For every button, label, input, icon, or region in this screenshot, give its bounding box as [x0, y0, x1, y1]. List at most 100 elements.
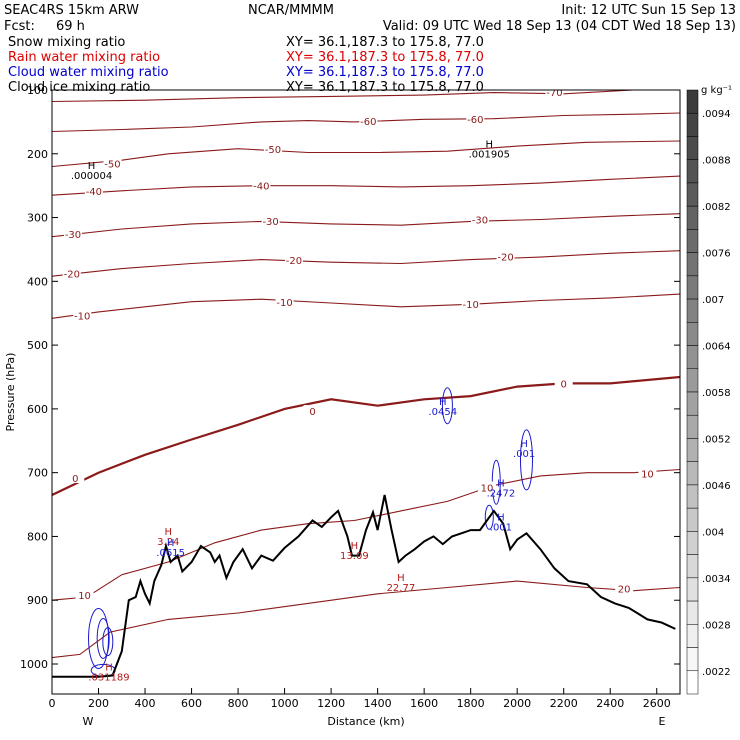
contour-label-bg: [496, 250, 515, 262]
x-tick-label: 1800: [457, 697, 485, 710]
contour-label-bg: [638, 467, 657, 479]
colorbar-swatch: [686, 89, 699, 114]
x-tick-label: 400: [135, 697, 156, 710]
colorbar-label: .0058: [702, 388, 731, 399]
extremum-value: 13.09: [340, 551, 369, 562]
colorbar-unit: g kg⁻¹: [701, 85, 732, 96]
contour-label: 10: [641, 470, 654, 481]
temperature-contour: [52, 468, 680, 601]
colorbar-swatch: [686, 136, 699, 160]
x-tick-label: 1400: [364, 697, 392, 710]
model-title: SEAC4RS 15km ARW: [4, 3, 139, 18]
cloud-water-contour: [102, 627, 114, 657]
temperature-contour: [52, 112, 680, 133]
y-tick-label: 700: [27, 467, 48, 480]
contour-label: -30: [65, 230, 81, 241]
contour-label-bg: [62, 267, 81, 279]
plot-area: -50 -40 -30 -20 -10 -60 -60 -70 -50 -40 -30 -20 -10 -…: [51, 88, 681, 695]
extremum-marker: H: [497, 479, 505, 490]
contour-label: 0: [72, 474, 78, 485]
contour-label: 10: [481, 484, 494, 495]
extremum-marker: H: [105, 662, 113, 673]
colorbar-label: .007: [702, 295, 724, 306]
colorbar-swatch: [686, 507, 699, 532]
colorbar-swatch: [686, 484, 699, 509]
contour-label: 0: [561, 380, 567, 391]
x-tick-label: 1600: [410, 697, 438, 710]
contour-label-bg: [284, 253, 303, 265]
colorbar-label: .0094: [702, 109, 731, 120]
contour-label: -60: [360, 117, 376, 128]
fcst-label: Fcst:: [4, 19, 35, 34]
colorbar-label: .0046: [702, 481, 731, 492]
field-xy: XY= 36.1,187.3 to 175.8, 77.0: [286, 80, 484, 95]
x-tick-label: 800: [228, 697, 249, 710]
contour-label: -20: [286, 256, 302, 267]
y-tick-label: 300: [27, 212, 48, 225]
x-axis-label: Distance (km): [327, 715, 404, 728]
colorbar-label: .0052: [702, 434, 731, 445]
contour-label: -30: [262, 217, 278, 228]
contour-label-bg: [63, 227, 82, 239]
contour-label: -50: [104, 160, 120, 171]
contour-label: -20: [497, 253, 513, 264]
y-tick-label: 600: [27, 403, 48, 416]
colorbar-swatch: [686, 670, 699, 695]
colorbar-label: .0082: [702, 202, 731, 213]
field-xy: XY= 36.1,187.3 to 175.8, 77.0: [286, 35, 484, 50]
extremum-marker: H: [88, 161, 96, 172]
extremum-marker: H: [167, 538, 175, 549]
y-tick-label: 800: [27, 530, 48, 543]
contour-label: -30: [472, 216, 488, 227]
contour-label-bg: [477, 481, 496, 493]
x-tick-label: 2000: [503, 697, 531, 710]
contour-label-bg: [75, 588, 94, 600]
colorbar-swatch: [686, 275, 699, 300]
y-tick-label: 100: [27, 84, 48, 97]
field-name: Snow mixing ratio: [8, 35, 125, 50]
plot-frame: [51, 89, 681, 695]
colorbar-swatch: [686, 438, 699, 462]
terrain-line: [52, 494, 676, 678]
colorbar-swatch: [686, 391, 699, 416]
left-end-label: W: [83, 715, 94, 728]
colorbar-label: .0064: [702, 342, 731, 353]
colorbar-swatch: [686, 205, 699, 230]
extremum-value: .031189: [88, 672, 129, 683]
x-tick-label: 2600: [643, 697, 671, 710]
fcst-value: 69 h: [56, 19, 85, 34]
field-xy: XY= 36.1,187.3 to 175.8, 77.0: [286, 50, 484, 65]
field-xy: XY= 36.1,187.3 to 175.8, 77.0: [286, 65, 484, 80]
colorbar-swatch: [686, 112, 699, 137]
contour-label-bg: [466, 112, 485, 124]
x-tick-label: 2200: [550, 697, 578, 710]
contour-label: -10: [74, 311, 90, 322]
extremum-marker: H: [497, 513, 505, 524]
contour-label-bg: [263, 142, 282, 154]
contour-label: -10: [462, 300, 478, 311]
valid-time: Valid: 09 UTC Wed 18 Sep 13 (04 CDT Wed …: [383, 19, 736, 34]
extremum-value: .0615: [156, 548, 185, 559]
colorbar-swatch: [686, 554, 699, 579]
colorbar-swatch: [686, 461, 699, 486]
contour-label-bg: [84, 185, 103, 197]
contour-label: -40: [253, 181, 269, 192]
extremum-value: .001: [513, 449, 535, 460]
contour-label: -70: [546, 88, 562, 99]
extremum-marker: H: [397, 573, 405, 584]
extremum-marker: H: [439, 397, 447, 408]
colorbar-label: .004: [702, 527, 724, 538]
field-name: Cloud water mixing ratio: [8, 65, 169, 80]
contour-label-bg: [261, 215, 280, 227]
extremum-marker: H: [351, 541, 359, 552]
extremum-marker: H: [165, 527, 173, 538]
contour-label: -60: [467, 115, 483, 126]
x-tick-label: 2400: [596, 697, 624, 710]
temperature-contour: [52, 250, 680, 277]
colorbar-swatch: [686, 229, 699, 253]
contour-label: -20: [64, 269, 80, 280]
extremum-marker: H: [486, 139, 494, 150]
contour-label-bg: [252, 179, 271, 191]
